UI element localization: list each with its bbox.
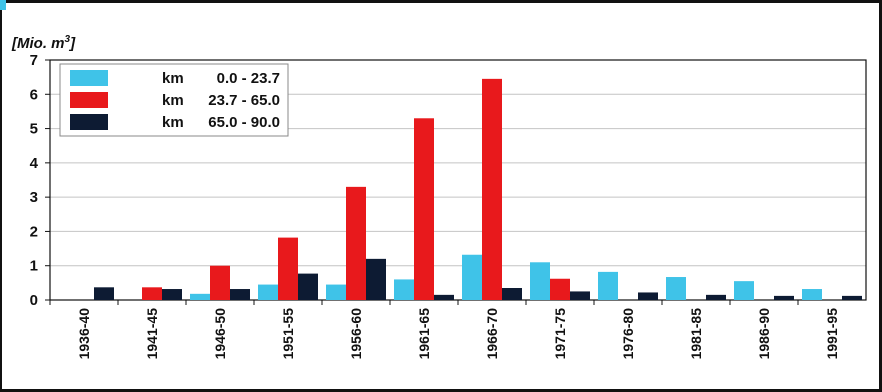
bar <box>530 262 550 300</box>
bar <box>142 287 162 300</box>
bar <box>842 295 862 300</box>
bar <box>346 186 366 300</box>
x-tick-label: 1981-85 <box>688 308 704 360</box>
legend-label: 0.0 - 23.7 <box>217 70 280 87</box>
x-tick-label: 1951-55 <box>280 308 296 360</box>
bar <box>734 281 754 300</box>
y-axis: 0 1 2 3 4 5 6 7 <box>30 52 50 309</box>
x-tick-label: 1941-45 <box>144 308 160 360</box>
y-tick-label: 2 <box>30 223 38 240</box>
bar <box>258 284 278 300</box>
y-tick-label: 5 <box>30 121 38 138</box>
bar <box>94 287 114 300</box>
bar <box>462 254 482 300</box>
x-axis: 1936-40 1941-45 1946-50 1951-55 1956-60 1961-… <box>49 300 840 360</box>
accent-strip <box>0 0 6 10</box>
legend-swatch <box>70 70 108 86</box>
bar <box>414 118 434 301</box>
bar <box>550 278 570 300</box>
bar <box>230 289 250 300</box>
y-tick-label: 0 <box>30 292 38 309</box>
legend-label: 23.7 - 65.0 <box>208 92 280 109</box>
bar <box>598 271 618 300</box>
bar <box>774 295 794 300</box>
top-rule <box>0 0 882 3</box>
bar <box>434 294 454 300</box>
x-tick-label: 1986-90 <box>756 308 772 360</box>
y-tick-label: 3 <box>30 189 38 206</box>
bar <box>278 237 298 300</box>
bar <box>706 294 726 300</box>
bar <box>666 277 686 300</box>
x-tick-label: 1956-60 <box>348 308 364 360</box>
x-tick-label: 1991-95 <box>824 308 840 360</box>
x-tick-label: 1961-65 <box>416 308 432 360</box>
x-tick-label: 1976-80 <box>620 308 636 360</box>
y-tick-label: 7 <box>30 52 38 69</box>
x-tick-label: 1971-75 <box>552 308 568 360</box>
y-tick-label: 1 <box>30 258 38 275</box>
bar <box>394 279 414 300</box>
bar <box>326 284 346 300</box>
bar <box>482 78 502 300</box>
legend-swatch <box>70 92 108 108</box>
bar <box>162 289 182 300</box>
bar <box>502 288 522 300</box>
legend-label: 65.0 - 90.0 <box>208 114 280 131</box>
x-tick-label: 1936-40 <box>76 308 92 360</box>
y-tick-label: 6 <box>30 86 38 103</box>
bar <box>570 291 590 300</box>
bars <box>94 78 862 301</box>
bar <box>638 292 658 300</box>
x-tick-label: 1946-50 <box>212 308 228 360</box>
legend-unit: km <box>162 114 184 131</box>
bar <box>210 265 230 300</box>
legend-swatch <box>70 114 108 130</box>
x-tick-label: 1966-70 <box>484 308 500 360</box>
legend: km 0.0 - 23.7 km 23.7 - 65.0 km 65.0 - 90.0 <box>59 63 289 137</box>
bar <box>366 258 386 300</box>
legend-unit: km <box>162 92 184 109</box>
y-axis-unit-label: [Mio. m3] <box>11 34 76 52</box>
bar <box>802 289 822 300</box>
legend-unit: km <box>162 70 184 87</box>
y-tick-label: 4 <box>30 155 39 172</box>
bar <box>298 273 318 300</box>
bar <box>190 293 210 300</box>
